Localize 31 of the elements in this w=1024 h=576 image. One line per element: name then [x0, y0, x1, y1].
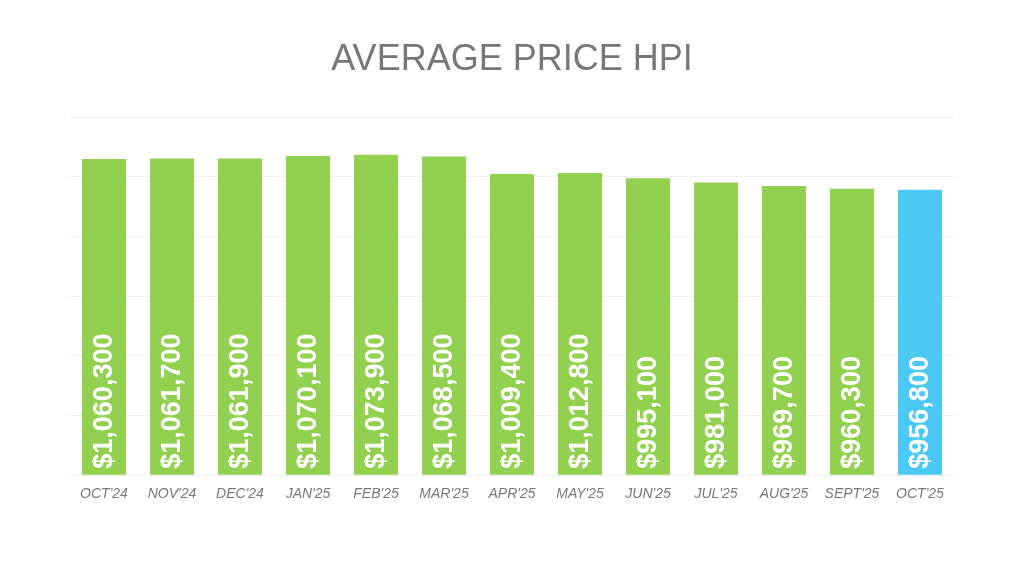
data-label: $995,100	[632, 356, 663, 469]
x-tick-label: MAY'25	[556, 485, 604, 502]
data-label: $956,800	[904, 356, 935, 469]
bar	[761, 185, 807, 475]
chart-title: AVERAGE PRICE HPI	[331, 36, 693, 78]
x-tick-label: JUN'25	[624, 485, 671, 502]
x-tick-label: JAN'25	[284, 485, 331, 502]
bar	[625, 178, 671, 475]
x-tick-label: JUL'25	[693, 485, 738, 502]
x-tick-label: APR'25	[487, 485, 536, 502]
x-tick-label: FEB'25	[353, 485, 399, 502]
bar	[149, 158, 195, 475]
data-label: $1,073,900	[360, 333, 391, 469]
bar	[285, 155, 331, 475]
data-label: $1,061,700	[156, 333, 187, 469]
data-label: $1,061,900	[224, 333, 255, 469]
data-label: $981,000	[700, 356, 731, 469]
x-tick-label: AUG'25	[758, 485, 809, 502]
data-label: $1,009,400	[496, 333, 527, 469]
x-tick-label: OCT'24	[80, 485, 129, 502]
data-label: $1,070,100	[292, 333, 323, 469]
data-label: $969,700	[768, 356, 799, 469]
x-tick-label: OCT'25	[896, 485, 945, 502]
data-label: $960,300	[836, 356, 867, 469]
x-tick-label: DEC'24	[216, 485, 265, 502]
x-tick-label: SEPT'25	[824, 485, 880, 502]
data-label: $1,068,500	[428, 333, 459, 469]
x-tick-label: MAR'25	[419, 485, 469, 502]
x-tick-label: NOV'24	[147, 485, 197, 502]
data-label: $1,060,300	[88, 333, 119, 469]
data-label: $1,012,800	[564, 333, 595, 469]
